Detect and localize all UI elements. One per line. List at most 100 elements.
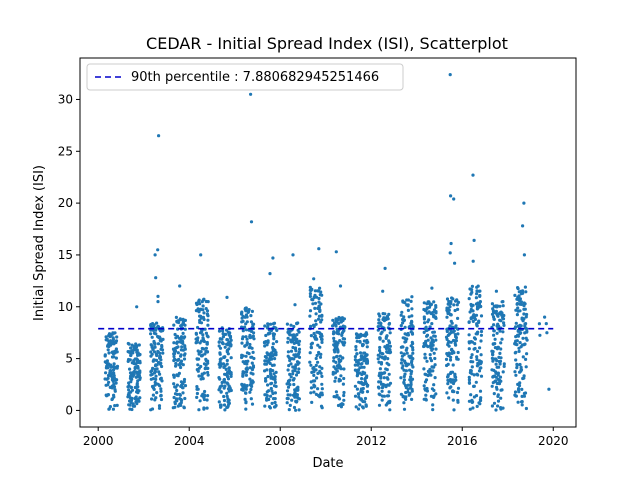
data-point [173,392,178,396]
data-point [518,332,522,336]
data-point [138,369,142,373]
data-point [249,355,253,359]
data-point [408,391,412,395]
data-point [516,329,520,333]
data-point [157,406,162,410]
data-point [479,333,483,337]
data-point [250,335,254,339]
data-point [332,356,336,360]
data-point [126,385,130,389]
y-tick-label: 0 [65,403,73,417]
data-point [228,336,233,340]
data-point [451,398,455,402]
data-point [206,335,210,339]
data-point [248,390,252,394]
data-point [519,300,524,304]
data-point [432,395,436,399]
data-point [423,356,427,360]
data-point [309,342,313,346]
data-point [107,380,111,384]
data-point [445,315,449,319]
data-point [425,389,429,393]
data-point [525,352,529,356]
data-point [269,372,273,376]
data-point [453,308,457,313]
data-point [428,325,432,329]
data-point [244,354,248,358]
data-point [243,307,247,311]
data-point [244,373,248,377]
data-point [197,298,201,302]
data-point [411,325,415,329]
data-point [399,351,403,355]
data-point [409,360,414,365]
data-point [547,387,551,391]
data-point [295,321,299,325]
data-point [115,350,119,354]
data-point [402,378,406,382]
data-point [200,300,204,304]
data-point [270,401,274,405]
data-point [229,356,233,360]
data-point [318,345,322,349]
data-point [223,364,227,368]
data-point [198,302,202,306]
data-point [500,300,504,304]
data-point [472,384,476,388]
data-point [339,358,343,362]
data-point [494,379,498,383]
data-point [454,375,458,379]
data-point [154,358,159,362]
data-point [241,335,245,339]
data-point [107,407,111,411]
data-point [288,403,292,407]
data-point [245,351,249,355]
data-point [103,353,107,357]
data-point [206,370,210,375]
data-point [175,341,179,345]
data-point [291,369,295,373]
data-point [471,319,475,323]
data-point [263,393,267,397]
data-point [179,353,183,357]
data-point [180,398,184,402]
data-point [492,317,496,321]
data-point [244,328,249,332]
data-point [112,393,116,397]
data-point [387,340,391,344]
data-point [175,319,179,323]
data-point [286,340,290,344]
data-point [524,336,528,340]
data-point [204,363,208,367]
data-point [240,388,244,392]
data-point [172,354,176,359]
data-point [296,352,300,356]
data-point [433,356,437,361]
data-point [204,307,208,311]
data-point [226,338,230,342]
data-point [217,400,221,404]
data-point [115,378,119,382]
data-point [288,358,292,363]
data-point [272,337,276,341]
data-point [158,384,162,388]
data-point [249,220,254,224]
data-point [274,403,278,408]
data-point [524,406,529,411]
data-point [320,374,324,378]
data-point [445,391,449,395]
data-point [493,357,497,361]
data-point [453,341,457,345]
data-point [154,332,158,336]
data-point [106,393,110,397]
data-point [316,343,320,347]
data-point [519,345,523,349]
data-point [545,331,549,335]
data-point [271,342,275,346]
data-point [220,380,224,385]
data-point [467,347,471,351]
y-tick-label: 10 [58,300,73,314]
data-point [492,392,496,396]
data-point [272,372,276,376]
data-point [337,397,342,401]
